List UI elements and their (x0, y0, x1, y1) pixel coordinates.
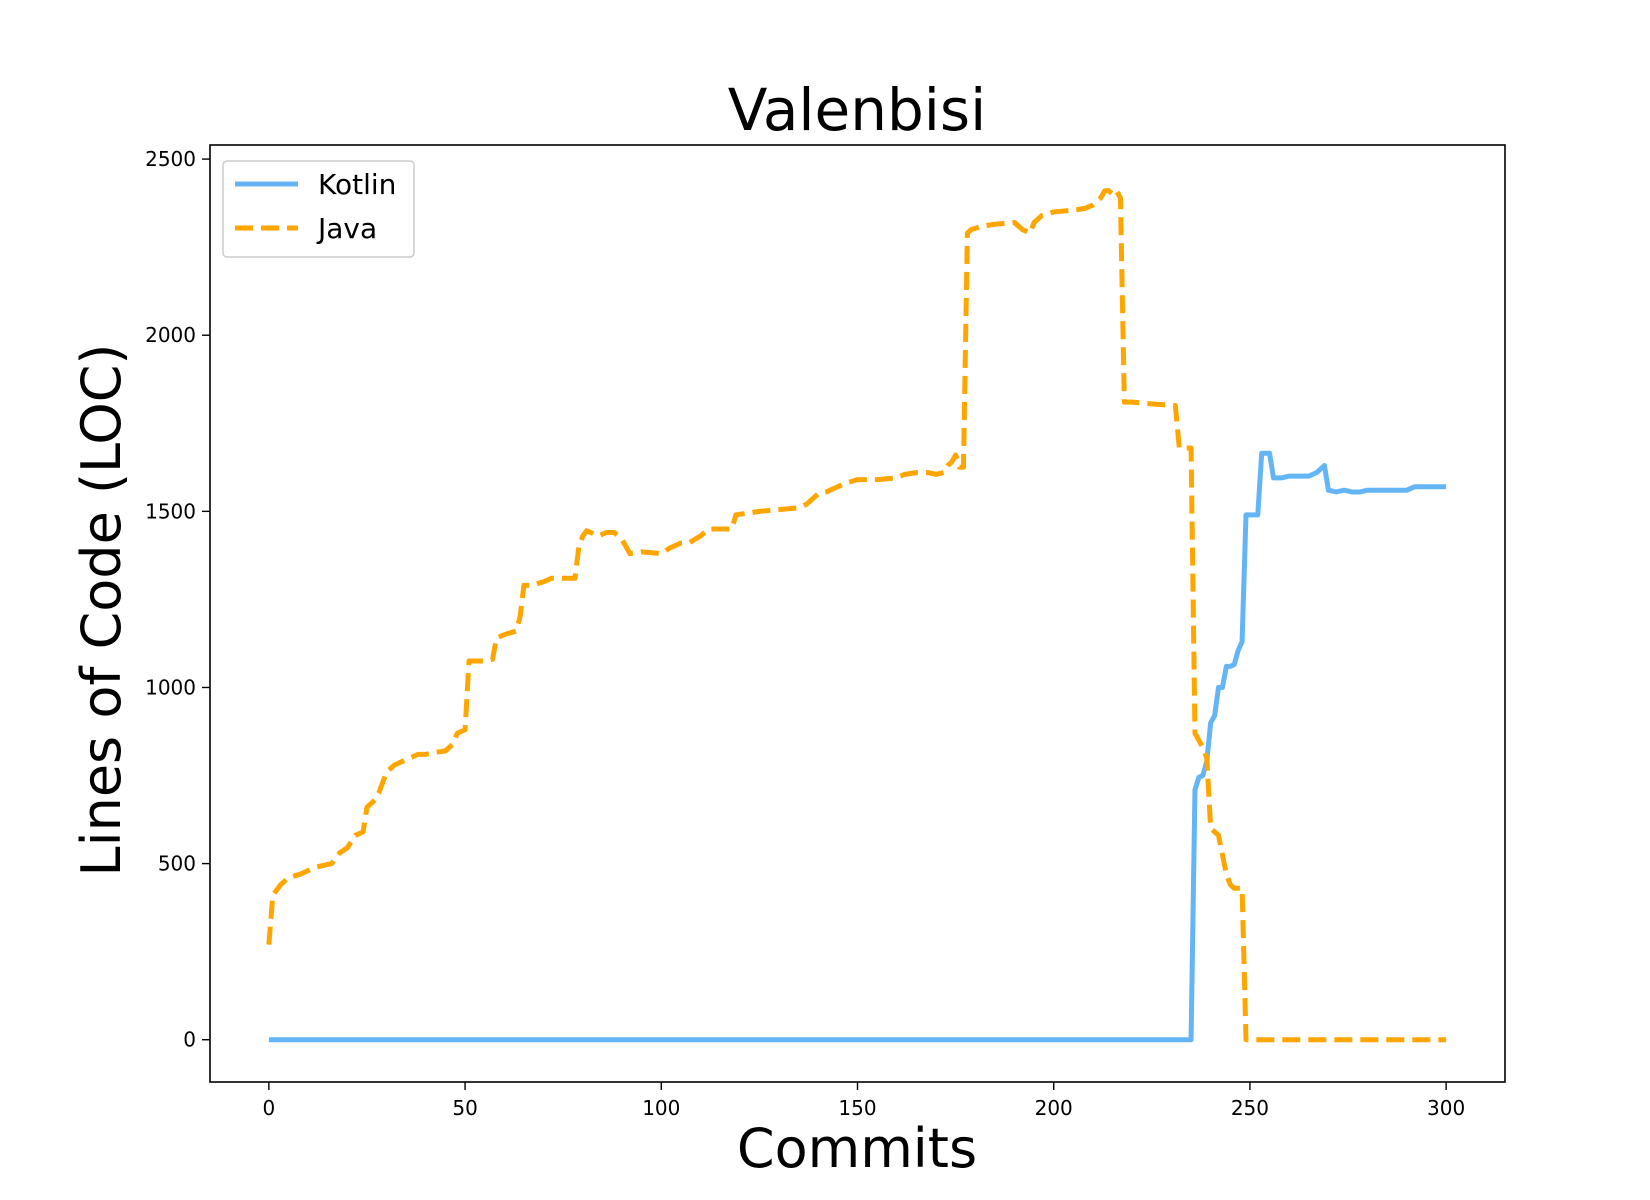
x-tick-label: 300 (1427, 1096, 1465, 1120)
series-layer (266, 188, 1447, 1043)
y-tick-label: 500 (158, 852, 196, 876)
series-line-java (266, 188, 1447, 1043)
x-axis-label: Commits (737, 1117, 977, 1180)
y-axis-ticks: 0 500 1000 1500 2000 2500 (145, 147, 210, 1052)
x-tick-label: 0 (262, 1096, 275, 1120)
x-tick-label: 200 (1035, 1096, 1073, 1120)
chart-title: Valenbisi (728, 76, 987, 144)
legend: Kotlin Java (222, 160, 415, 258)
y-tick-label: 0 (183, 1028, 196, 1052)
y-tick-label: 1000 (145, 675, 196, 699)
y-tick-label: 1500 (145, 499, 196, 523)
x-axis-ticks: 0 50 100 150 200 250 300 (262, 1082, 1465, 1120)
y-tick-label: 2500 (145, 147, 196, 171)
x-tick-label: 100 (642, 1096, 680, 1120)
x-tick-label: 250 (1231, 1096, 1269, 1120)
series-line-kotlin (268, 450, 1447, 1043)
x-tick-label: 150 (838, 1096, 876, 1120)
legend-label-kotlin: Kotlin (318, 168, 396, 201)
y-axis-label: Lines of Code (LOC) (70, 344, 133, 877)
x-tick-label: 50 (452, 1096, 477, 1120)
legend-label-java: Java (316, 212, 377, 245)
y-tick-label: 2000 (145, 323, 196, 347)
